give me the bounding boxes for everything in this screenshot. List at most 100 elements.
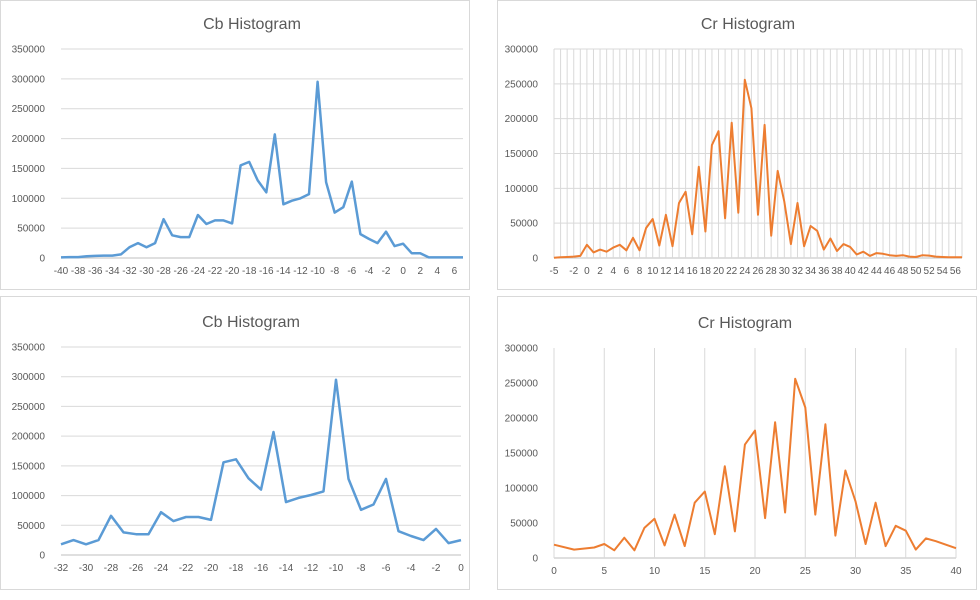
data-point [777,170,779,172]
x-tick-label: 8 [637,266,643,277]
x-tick-label: 10 [649,566,661,577]
x-tick-label: 30 [850,566,862,577]
data-point [223,461,225,463]
x-tick-label: -6 [382,563,391,574]
data-point [98,539,100,541]
y-tick-label: 0 [532,254,538,265]
x-tick-label: 0 [551,566,557,577]
data-point [188,236,190,238]
series-line [553,377,957,552]
data-point [231,222,233,224]
data-point [905,530,907,532]
data-point [643,527,645,529]
data-point [593,251,595,253]
y-tick-label: 300000 [12,74,46,85]
data-point [612,247,614,249]
data-point [737,212,739,214]
data-point [586,244,588,246]
x-tick-label: -4 [364,266,373,277]
data-point [665,214,667,216]
data-point [103,255,105,257]
data-point [173,520,175,522]
data-point [632,237,634,239]
data-point [829,238,831,240]
data-point [672,245,674,247]
x-tick-label: -2 [569,266,578,277]
x-tick-label: 38 [831,266,843,277]
data-point [764,517,766,519]
x-tick-label: 20 [713,266,725,277]
data-point [724,465,726,467]
data-point [925,537,927,539]
data-point [803,245,805,247]
data-point [625,249,627,251]
y-tick-label: 150000 [12,461,46,472]
data-point [794,378,796,380]
x-tick-label: -18 [242,266,257,277]
x-tick-label: -24 [154,563,169,574]
x-tick-label: -8 [330,266,339,277]
series-line [553,78,962,259]
data-point [69,256,71,258]
x-tick-label: -36 [88,266,103,277]
x-tick-label: 35 [900,566,912,577]
x-tick-label: 0 [458,563,464,574]
x-tick-label: 48 [897,266,909,277]
x-tick-label: 24 [739,266,751,277]
data-point [94,255,96,257]
x-tick-label: 30 [779,266,791,277]
data-point [135,533,137,535]
data-point [674,514,676,516]
x-tick-label: 26 [752,266,764,277]
data-point [163,218,165,220]
data-point [915,549,917,551]
y-tick-label: 100000 [505,184,539,195]
cr-histogram-chart-bottom: Cr Histogram 0 50000 100000 150000 200000 2500… [497,296,977,590]
data-point [573,549,575,551]
data-point [613,549,615,551]
data-point [783,201,785,203]
data-point [435,528,437,530]
data-point [684,545,686,547]
x-tick-label: 52 [924,266,936,277]
data-point [360,509,362,511]
data-point [599,249,601,251]
data-point [171,234,173,236]
data-point [855,500,857,502]
y-tick-label: 100000 [505,484,539,495]
data-point [654,518,656,520]
data-point [462,256,464,258]
chart-title: Cb Histogram [203,16,301,33]
x-tick-label: 4 [435,266,441,277]
data-point [335,379,337,381]
data-point [214,219,216,221]
data-point [553,257,555,259]
y-tick-label: 100000 [12,491,46,502]
data-point [419,252,421,254]
data-point [935,256,937,258]
data-point [603,543,605,545]
data-point [869,255,871,257]
data-point [784,512,786,514]
data-point [120,253,122,255]
series-line [60,378,462,546]
x-tick-label: -26 [174,266,189,277]
data-point [123,531,125,533]
data-point [85,543,87,545]
data-point [423,539,425,541]
data-point [928,255,930,257]
data-point [154,242,156,244]
x-tick-label: 46 [884,266,896,277]
x-tick-label: -10 [310,266,325,277]
cb-histogram-svg-top: Cb Histogram 0 50000 100000 150000 200000 2500… [12,16,464,277]
x-tick-label: 42 [858,266,870,277]
data-point [160,511,162,513]
data-point [652,218,654,220]
x-tick-label: 32 [792,266,804,277]
data-point [385,231,387,233]
data-point [137,242,139,244]
x-tick-label: -40 [54,266,69,277]
data-point [844,470,846,472]
data-point [678,202,680,204]
y-tick-label: 150000 [505,449,539,460]
